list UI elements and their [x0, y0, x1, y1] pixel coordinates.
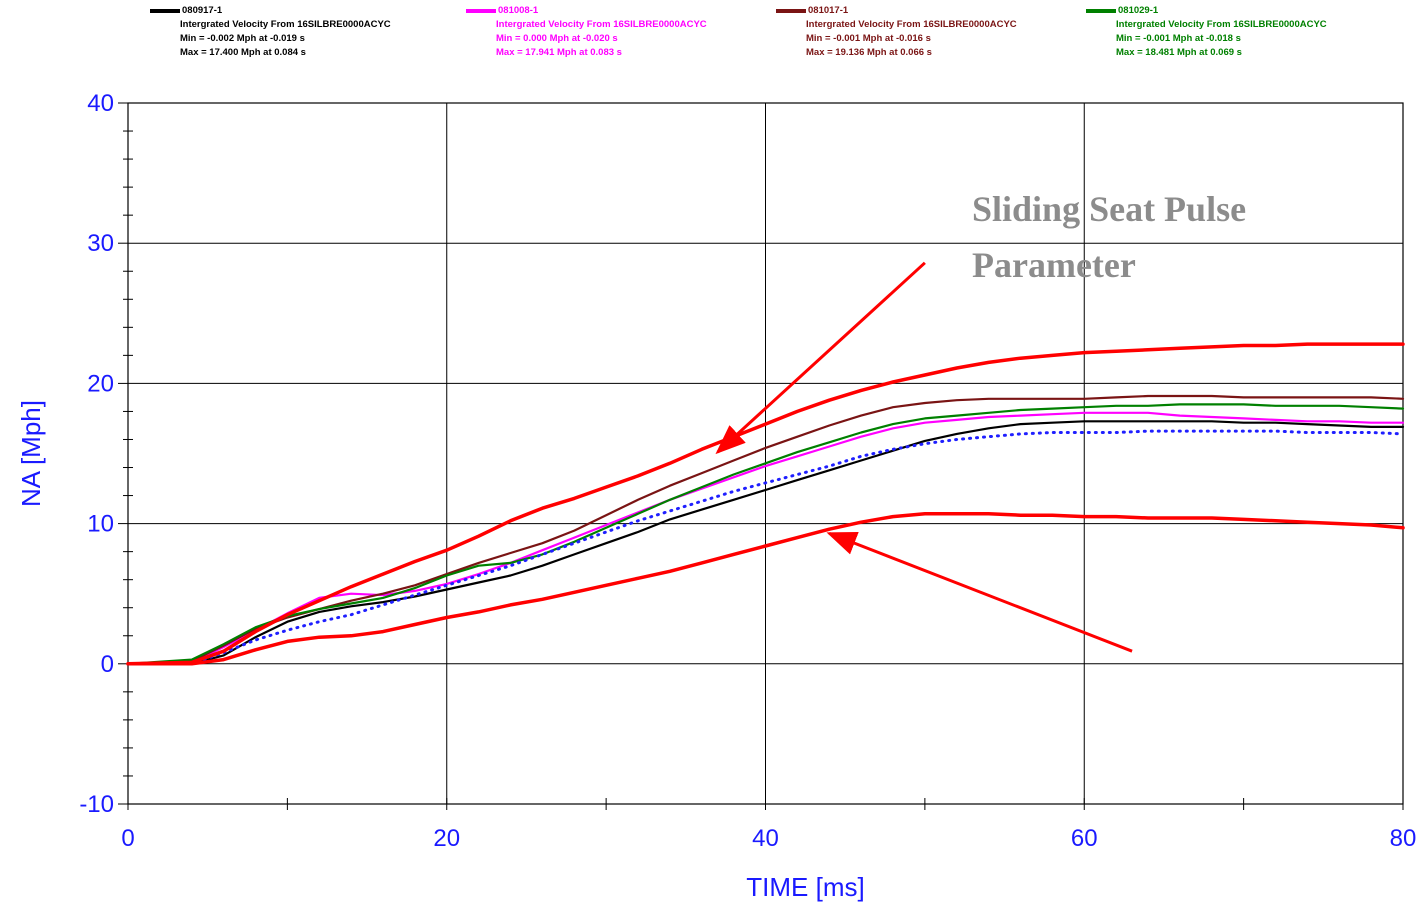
legend-subtitle: Intergrated Velocity From 16SILBRE0000AC… — [806, 19, 1017, 30]
legend-swatch — [1086, 9, 1116, 13]
legend-series-name: 081008-1 — [498, 5, 539, 16]
legend-min: Min = -0.001 Mph at -0.016 s — [806, 33, 931, 44]
series-line-081017-1 — [126, 394, 1405, 665]
grid — [127, 102, 1404, 805]
legend: 080917-1 Intergrated Velocity From 16SILB… — [0, 0, 1426, 76]
legend-series-name: 080917-1 — [182, 5, 223, 16]
series-line-081029-1 — [126, 403, 1405, 665]
series-line-081008-1 — [126, 411, 1405, 665]
x-tick-label: 40 — [752, 825, 779, 852]
annotation-text: Sliding Seat Pulse — [972, 189, 1246, 229]
legend-max: Max = 18.481 Mph at 0.069 s — [1116, 47, 1242, 58]
legend-entry: 081017-1 Intergrated Velocity From 16SILB… — [776, 4, 1017, 60]
legend-swatch — [466, 9, 496, 13]
x-tick-label: 80 — [1390, 825, 1417, 852]
legend-swatch — [776, 9, 806, 13]
series-layer — [126, 342, 1405, 666]
series-line-band-5 — [126, 342, 1405, 666]
legend-swatch-row: 081008-1 — [466, 4, 707, 18]
legend-min: Min = -0.001 Mph at -0.018 s — [1116, 33, 1241, 44]
legend-swatch-row: 080917-1 — [150, 4, 391, 18]
annotation-arrows — [715, 261, 1133, 653]
annotation-arrow — [715, 261, 926, 455]
y-axis-title: NA [Mph] — [16, 400, 46, 507]
legend-series-name: 081029-1 — [1118, 5, 1159, 16]
legend-series-name: 081017-1 — [808, 5, 849, 16]
x-axis-title: TIME [ms] — [746, 872, 864, 902]
legend-min: Min = 0.000 Mph at -0.020 s — [496, 33, 618, 44]
legend-entry: 081008-1 Intergrated Velocity From 16SILB… — [466, 4, 707, 60]
legend-entry: 080917-1 Intergrated Velocity From 16SILB… — [150, 4, 391, 60]
y-tick-label: 40 — [87, 90, 114, 117]
legend-subtitle: Intergrated Velocity From 16SILBRE0000AC… — [1116, 19, 1327, 30]
axes — [118, 102, 1404, 810]
y-tick-label: 0 — [101, 651, 114, 678]
legend-max: Max = 17.941 Mph at 0.083 s — [496, 47, 622, 58]
legend-entry: 081029-1 Intergrated Velocity From 16SILB… — [1086, 4, 1327, 60]
labels: 0 20 40 60 80 -10 0 10 20 30 40 TIME [ms] NA [Mph] Sl… — [16, 90, 1416, 902]
legend-swatch — [150, 9, 180, 13]
series-line-080917-1 — [126, 420, 1405, 665]
series-line-band-6 — [126, 512, 1405, 666]
y-tick-label: -10 — [79, 791, 114, 818]
legend-max: Max = 19.136 Mph at 0.066 s — [806, 47, 932, 58]
y-tick-label: 10 — [87, 511, 114, 538]
x-tick-label: 20 — [433, 825, 460, 852]
legend-subtitle: Intergrated Velocity From 16SILBRE0000AC… — [496, 19, 707, 30]
x-tick-label: 60 — [1071, 825, 1098, 852]
legend-min: Min = -0.002 Mph at -0.019 s — [180, 33, 305, 44]
legend-max: Max = 17.400 Mph at 0.084 s — [180, 47, 306, 58]
y-tick-label: 20 — [87, 370, 114, 397]
legend-subtitle: Intergrated Velocity From 16SILBRE0000AC… — [180, 19, 391, 30]
legend-swatch-row: 081017-1 — [776, 4, 1017, 18]
x-tick-label: 0 — [121, 825, 134, 852]
y-tick-label: 30 — [87, 230, 114, 257]
legend-swatch-row: 081029-1 — [1086, 4, 1327, 18]
series-line-band-4 — [126, 429, 1405, 666]
annotation-text: Parameter — [972, 245, 1136, 285]
annotation-arrow — [826, 532, 1133, 653]
